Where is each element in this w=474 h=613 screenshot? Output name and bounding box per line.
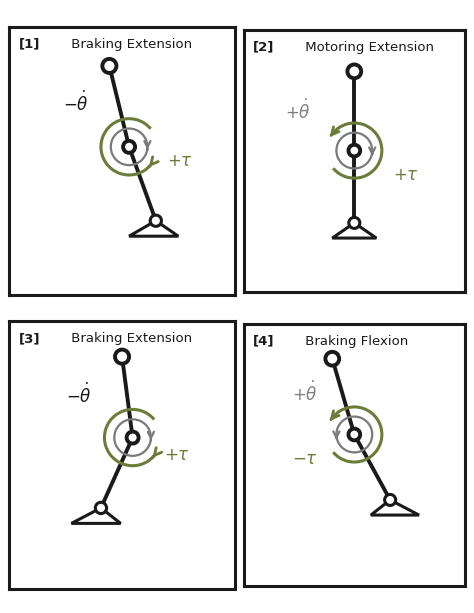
- Text: Braking Extension: Braking Extension: [67, 38, 192, 51]
- Text: $+\tau$: $+\tau$: [393, 166, 419, 184]
- Text: [4]: [4]: [253, 335, 274, 348]
- Circle shape: [347, 64, 361, 78]
- Text: $+\dot{\theta}$: $+\dot{\theta}$: [292, 381, 318, 405]
- Text: $-\dot{\theta}$: $-\dot{\theta}$: [64, 91, 89, 115]
- Circle shape: [384, 495, 396, 506]
- Text: [2]: [2]: [253, 40, 274, 53]
- Circle shape: [348, 428, 360, 440]
- Text: Motoring Extension: Motoring Extension: [301, 40, 434, 53]
- Text: $-\tau$: $-\tau$: [292, 449, 318, 468]
- Text: $+\tau$: $+\tau$: [164, 446, 190, 464]
- Circle shape: [348, 145, 360, 156]
- Text: [1]: [1]: [18, 38, 40, 51]
- Text: [3]: [3]: [18, 332, 40, 345]
- Circle shape: [349, 218, 360, 229]
- Text: $+\tau$: $+\tau$: [167, 152, 193, 170]
- Circle shape: [95, 502, 107, 514]
- Text: $+\dot{\theta}$: $+\dot{\theta}$: [285, 99, 311, 123]
- Circle shape: [150, 215, 162, 226]
- Circle shape: [102, 59, 117, 73]
- Text: $-\dot{\theta}$: $-\dot{\theta}$: [65, 383, 91, 408]
- Circle shape: [115, 349, 129, 364]
- Circle shape: [325, 352, 339, 365]
- Circle shape: [123, 141, 135, 153]
- Circle shape: [127, 432, 138, 444]
- Text: Braking Extension: Braking Extension: [67, 332, 192, 345]
- Text: Braking Flexion: Braking Flexion: [301, 335, 408, 348]
